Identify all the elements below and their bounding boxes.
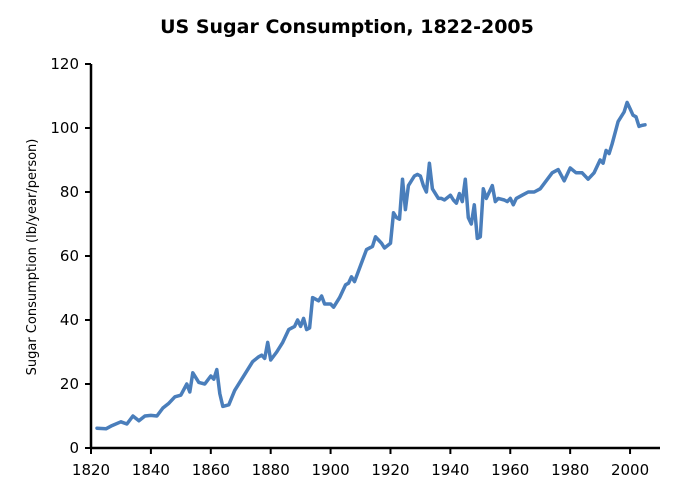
x-tick-label: 1900: [311, 461, 349, 479]
x-tick-label: 1820: [72, 461, 110, 479]
x-tick-label: 1880: [252, 461, 290, 479]
x-tick-label: 2000: [611, 461, 649, 479]
y-tick-label: 80: [60, 183, 79, 201]
x-tick-label: 1940: [431, 461, 469, 479]
y-tick-label: 120: [50, 55, 79, 73]
series-line: [95, 100, 647, 431]
y-tick-label: 100: [50, 119, 79, 137]
x-tick-label: 1920: [371, 461, 409, 479]
y-tick-label: 60: [60, 247, 79, 265]
x-tick-label: 1860: [192, 461, 230, 479]
y-tick-label: 40: [60, 311, 79, 329]
x-tick-label: 1840: [132, 461, 170, 479]
x-tick-label: 1980: [551, 461, 589, 479]
y-axis-label: Sugar Consumption (lb/year/person): [25, 139, 40, 376]
y-tick-label: 0: [69, 439, 79, 457]
y-tick-label: 20: [60, 375, 79, 393]
chart-title: US Sugar Consumption, 1822-2005: [160, 16, 534, 38]
x-tick-label: 1960: [491, 461, 529, 479]
